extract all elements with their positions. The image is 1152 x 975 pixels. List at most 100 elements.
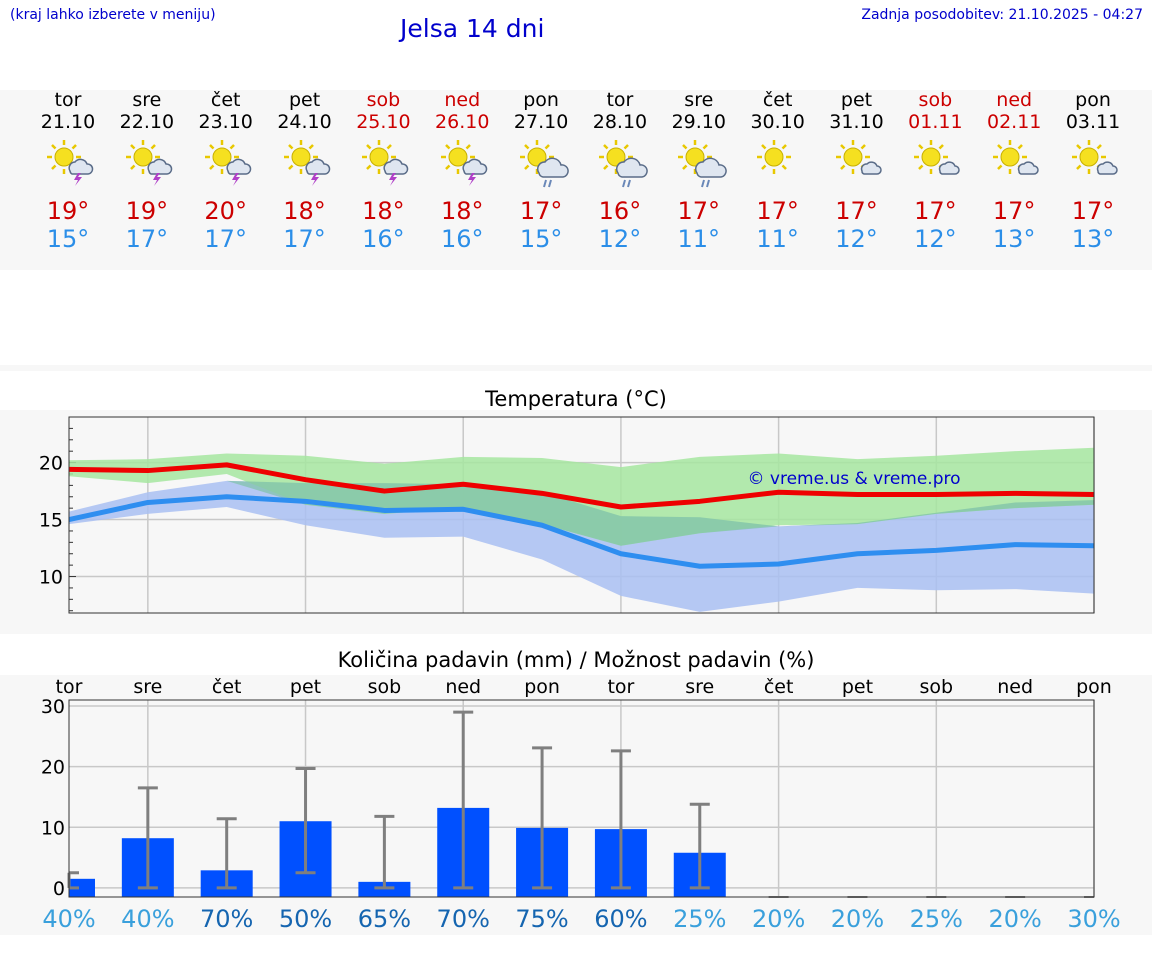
precipitation-probability: 50% <box>279 905 332 933</box>
min-temperature: 17° <box>125 225 169 253</box>
y-tick-label: 10 <box>41 817 65 839</box>
day-date: 02.11 <box>986 111 1042 133</box>
sun-cloud-thunder-icon <box>125 140 173 186</box>
day-column: sre 22.10 19° 17° <box>107 89 187 253</box>
day-name: pon <box>523 89 559 111</box>
min-temperature: 12° <box>835 225 878 253</box>
min-temperature: 12° <box>914 225 957 253</box>
band-overlap <box>69 480 1094 546</box>
precipitation-chart: tor sre čet pet sob ned pon tor sre čet pet sob ned p… <box>41 676 1121 933</box>
day-date: 23.10 <box>198 111 253 133</box>
min-temperature: 15° <box>46 225 90 253</box>
x-category-label: čet <box>212 676 242 698</box>
day-column: pet 31.10 17° 12° <box>817 89 897 253</box>
precipitation-probability: 70% <box>437 905 490 933</box>
day-date: 26.10 <box>435 111 490 133</box>
x-category-label: sre <box>133 676 162 698</box>
day-date: 30.10 <box>750 111 805 133</box>
max-temperature: 18° <box>283 197 326 225</box>
max-temperature: 17° <box>992 197 1036 225</box>
min-temperature: 12° <box>598 225 642 253</box>
day-column: čet 30.10 17° 11° <box>738 89 818 253</box>
location-hint: (kraj lahko izberete v meniju) <box>10 7 216 23</box>
day-column: sre 29.10 17° 11° <box>659 89 739 253</box>
x-category-label: pet <box>290 676 321 698</box>
y-tick-label: 0 <box>53 878 65 900</box>
min-temperature: 17° <box>204 225 247 253</box>
sun-small-cloud-icon <box>914 140 961 175</box>
y-tick-label: 30 <box>41 696 65 718</box>
day-column: tor 28.10 16° 12° <box>580 89 660 253</box>
day-name: ned <box>996 89 1033 111</box>
day-date: 25.10 <box>356 111 411 133</box>
x-category-label: sre <box>685 676 714 698</box>
day-column: sob 25.10 18° 16° <box>343 89 423 253</box>
day-column: tor 21.10 19° 15° <box>28 89 108 253</box>
sun-cloud-thunder-icon <box>283 140 330 186</box>
precipitation-probability: 40% <box>121 905 174 933</box>
x-category-label: pon <box>524 676 560 698</box>
day-name: ned <box>444 89 481 111</box>
day-name: čet <box>210 89 241 111</box>
x-category-label: pet <box>842 676 873 698</box>
y-tick-label: 20 <box>39 453 63 475</box>
day-date: 24.10 <box>277 111 332 133</box>
day-column: čet 23.10 20° 17° <box>186 89 266 253</box>
plot-frame <box>68 699 1095 898</box>
min-temperature: 11° <box>677 225 721 253</box>
max-temperature: 18° <box>362 197 405 225</box>
day-date: 29.10 <box>671 111 726 133</box>
precipitation-panel: tor sre čet pet sob ned pon tor sre čet pet sob ned p… <box>0 675 1152 935</box>
day-date: 22.10 <box>119 111 175 133</box>
daily-forecast-strip <box>0 90 1152 270</box>
x-category-label: sob <box>368 676 402 698</box>
day-date: 31.10 <box>829 111 884 133</box>
max-temperature: 17° <box>1071 197 1115 225</box>
min-temperature-line <box>68 494 1095 569</box>
watermark: © vreme.us & vreme.pro <box>747 469 960 489</box>
min-temperature-band <box>69 480 1094 612</box>
sun-cloud-thunder-icon <box>441 140 488 186</box>
day-name: pet <box>288 89 321 111</box>
precipitation-probability: 30% <box>1067 905 1120 933</box>
min-temperature: 15° <box>519 225 563 253</box>
x-category-label: ned <box>445 676 481 698</box>
max-temperature-line <box>68 462 1095 510</box>
min-temperature: 13° <box>1071 225 1115 253</box>
precipitation-bar <box>358 881 411 897</box>
x-category-label: tor <box>607 676 634 698</box>
precipitation-probability: 40% <box>42 905 95 933</box>
precipitation-probability: 20% <box>752 905 805 933</box>
max-temperature: 16° <box>598 197 642 225</box>
max-temperature: 19° <box>125 197 169 225</box>
max-temperature-band <box>69 447 1094 546</box>
day-column: pon 03.11 17° 13° <box>1053 89 1133 253</box>
max-temperature: 17° <box>835 197 878 225</box>
x-category-label: tor <box>56 676 83 698</box>
x-category-label: sob <box>920 676 954 698</box>
temperature-chart: 10 15 20 © vreme.us & vreme.pro <box>39 416 1095 614</box>
sun-cloud-rain-icon <box>598 140 648 188</box>
precipitation-probability: 60% <box>594 905 647 933</box>
day-date: 27.10 <box>513 111 569 133</box>
min-temperature: 16° <box>362 225 405 253</box>
min-temperature: 11° <box>756 225 799 253</box>
section-divider <box>0 365 1152 371</box>
max-temperature: 18° <box>440 197 484 225</box>
day-column: ned 26.10 18° 16° <box>422 89 502 253</box>
min-temperature: 13° <box>992 225 1036 253</box>
precipitation-probability: 70% <box>200 905 253 933</box>
y-tick-label: 20 <box>41 757 65 779</box>
day-name: čet <box>762 89 793 111</box>
sun-cloud-thunder-icon <box>47 140 94 186</box>
min-temperature: 16° <box>440 225 484 253</box>
sun-cloud-rain-icon <box>677 140 727 188</box>
day-name: tor <box>54 89 82 111</box>
plot-frame <box>68 416 1095 614</box>
day-name: sre <box>132 89 162 111</box>
day-name: sre <box>684 89 714 111</box>
plot-area <box>69 700 1094 897</box>
day-column: ned 02.11 17° 13° <box>974 89 1054 253</box>
day-name: pet <box>840 89 873 111</box>
sun-cloud-thunder-icon <box>362 140 409 186</box>
